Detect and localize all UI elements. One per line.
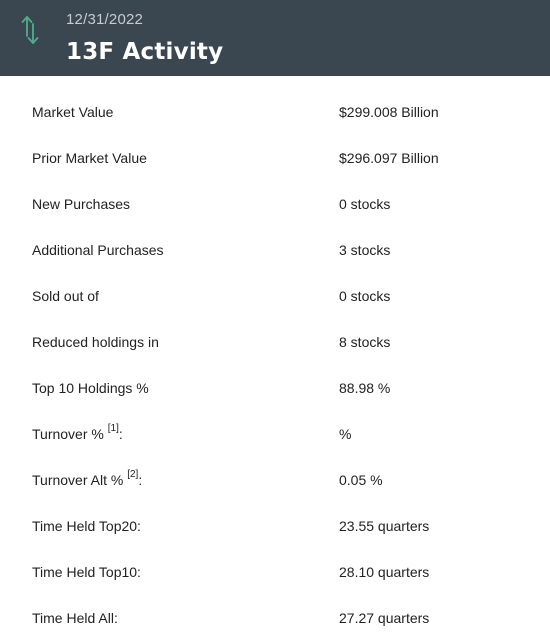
label-suffix: : [118, 426, 123, 442]
row-label: Time Held Top20: [32, 518, 141, 534]
row-time-held-top10: Time Held Top10: 28.10 quarters [0, 558, 550, 588]
report-date: 12/31/2022 [66, 11, 144, 28]
row-value: 23.55 quarters [339, 518, 430, 534]
row-reduced-holdings: Reduced holdings in 8 stocks [0, 328, 550, 358]
row-value: 0.05 % [339, 472, 383, 488]
row-prior-market-value: Prior Market Value $296.097 Billion [0, 144, 550, 174]
row-label-text: Turnover Alt % [32, 472, 124, 488]
row-value: 3 stocks [339, 242, 391, 258]
footnote-link[interactable]: [1] [107, 423, 119, 434]
row-label: Reduced holdings in [32, 334, 159, 350]
row-top10-holdings: Top 10 Holdings % 88.98 % [0, 374, 550, 404]
row-label: Turnover Alt % [2]: [32, 469, 143, 488]
row-label: Time Held Top10: [32, 564, 141, 580]
row-label: Turnover % [1]: [32, 423, 123, 442]
row-turnover-alt: Turnover Alt % [2]: 0.05 % [0, 466, 550, 496]
page-title: 13F Activity [66, 39, 224, 65]
row-time-held-top20: Time Held Top20: 23.55 quarters [0, 512, 550, 542]
row-value: 8 stocks [339, 334, 391, 350]
footnote-link[interactable]: [2] [127, 469, 139, 480]
row-value: $296.097 Billion [339, 150, 439, 166]
row-value: 0 stocks [339, 288, 391, 304]
up-down-arrows-icon [21, 16, 39, 44]
row-value: $299.008 Billion [339, 104, 439, 120]
row-value: % [339, 426, 352, 442]
row-value: 0 stocks [339, 196, 391, 212]
label-suffix: : [138, 472, 143, 488]
row-value: 28.10 quarters [339, 564, 430, 580]
row-time-held-all: Time Held All: 27.27 quarters [0, 604, 550, 634]
row-label: Prior Market Value [32, 150, 147, 166]
row-label: Top 10 Holdings % [32, 380, 149, 396]
row-sold-out-of: Sold out of 0 stocks [0, 282, 550, 312]
row-label: New Purchases [32, 196, 131, 212]
row-additional-purchases: Additional Purchases 3 stocks [0, 236, 550, 266]
row-label-text: Turnover % [32, 426, 104, 442]
row-turnover: Turnover % [1]: % [0, 420, 550, 450]
row-label: Market Value [32, 104, 114, 120]
activity-header: 12/31/2022 13F Activity [0, 0, 550, 76]
row-label: Additional Purchases [32, 242, 164, 258]
row-label: Time Held All: [32, 610, 118, 626]
row-value: 27.27 quarters [339, 610, 430, 626]
row-market-value: Market Value $299.008 Billion [0, 98, 550, 128]
row-value: 88.98 % [339, 380, 391, 396]
row-new-purchases: New Purchases 0 stocks [0, 190, 550, 220]
row-label: Sold out of [32, 288, 99, 304]
